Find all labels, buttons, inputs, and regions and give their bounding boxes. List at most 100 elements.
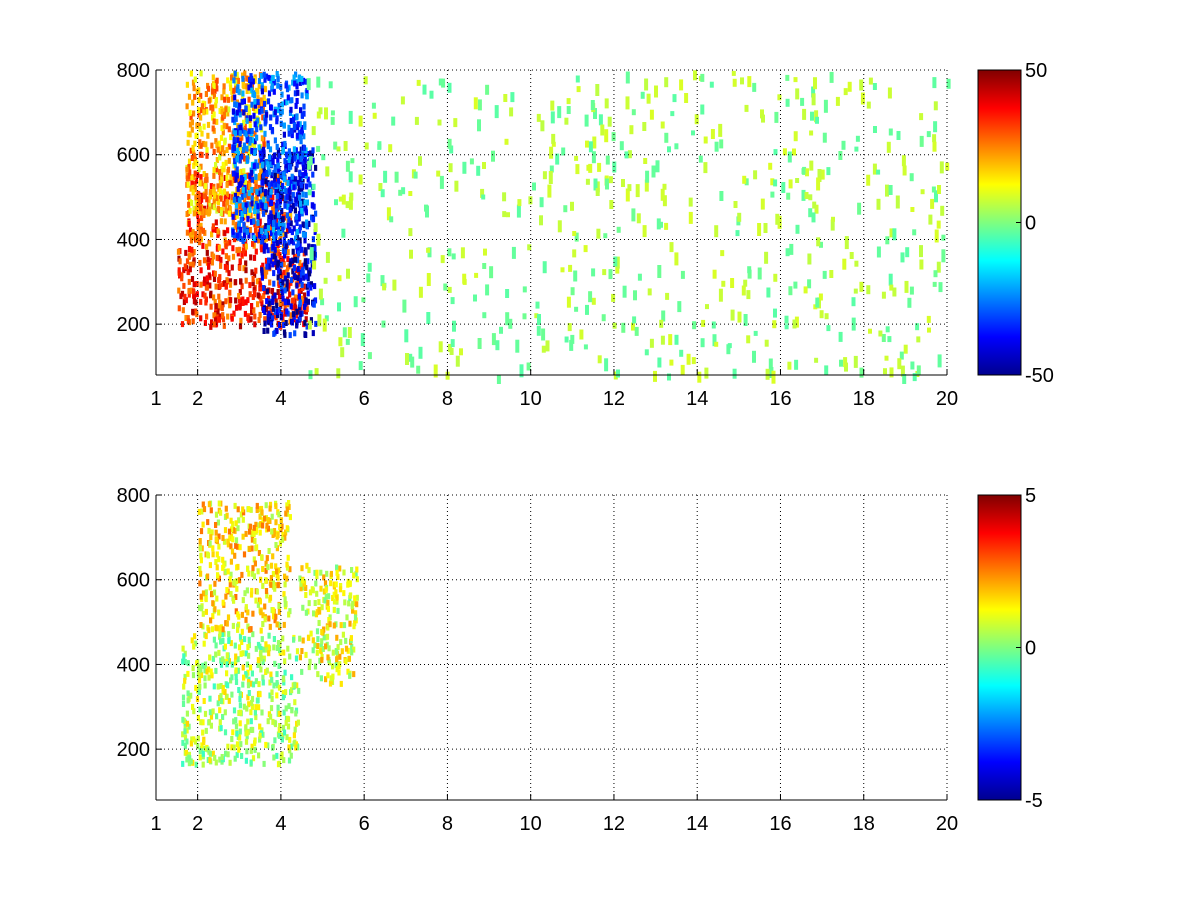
heatmap-cell [265,298,269,305]
heatmap-cell [271,583,276,590]
heatmap-cell [258,736,262,743]
heatmap-cell [255,507,259,513]
heatmap-cell [275,752,279,759]
heatmap-cell [247,232,251,239]
heatmap-cell [202,212,206,218]
heatmap-cell [252,530,256,537]
heatmap-cell [266,161,270,168]
heatmap-cell [322,634,326,641]
heatmap-cell [209,713,214,720]
heatmap-cell [203,667,207,674]
heatmap-cell [482,162,486,169]
heatmap-cell [919,135,924,147]
heatmap-cell [252,286,256,293]
heatmap-cell [787,151,792,163]
heatmap-cell [260,709,264,716]
heatmap-cell [284,167,289,174]
heatmap-cell [267,182,272,189]
heatmap-cell [542,171,547,180]
heatmap-cell [303,331,307,338]
heatmap-cell [938,282,943,293]
heatmap-cell [281,531,285,538]
heatmap-cell [286,222,290,229]
heatmap-cell [291,289,295,296]
heatmap-cell [555,153,560,165]
heatmap-cell [311,330,315,337]
heatmap-cell [321,646,325,652]
heatmap-cell [192,293,197,300]
heatmap-cell [298,79,302,86]
heatmap-cell [250,699,254,706]
heatmap-cell [272,613,276,620]
heatmap-cell [324,593,328,600]
heatmap-cell [206,757,210,763]
heatmap-cell [253,98,257,105]
heatmap-cell [234,723,239,730]
heatmap-cell [217,556,221,563]
heatmap-cell [283,596,287,603]
heatmap-cell [276,308,280,315]
heatmap-cell [294,213,299,220]
heatmap-cell [292,184,296,191]
heatmap-cell [191,184,195,191]
heatmap-cell [550,100,555,111]
heatmap-cell [186,318,190,325]
heatmap-cell [233,94,237,101]
heatmap-cell [255,126,259,133]
heatmap-cell [249,73,253,80]
heatmap-cell [230,180,234,187]
heatmap-cell [273,177,277,184]
heatmap-cell [910,207,915,212]
heatmap-cell [807,253,812,265]
heatmap-cell [857,202,862,215]
heatmap-cell [200,180,204,187]
heatmap-cell [605,178,609,190]
heatmap-cell [301,160,305,167]
heatmap-cell [218,154,222,161]
heatmap-cell [941,249,946,263]
heatmap-cell [255,588,259,595]
heatmap-cell [250,670,254,677]
heatmap-cell [306,151,310,157]
heatmap-cell [263,76,267,83]
heatmap-cell [298,121,302,128]
heatmap-cell [916,365,921,376]
heatmap-cell [238,734,242,741]
heatmap-cell [308,658,312,665]
heatmap-cell [242,247,246,254]
heatmap-cell [591,268,596,277]
heatmap-cell [228,80,232,87]
heatmap-cell [937,354,942,368]
heatmap-cell [186,660,190,667]
heatmap-cell [277,511,281,518]
heatmap-cell [213,580,217,587]
heatmap-cell [284,689,288,696]
heatmap-cell [227,210,231,217]
heatmap-cell [256,117,260,124]
heatmap-cell [899,351,904,360]
heatmap-cell [330,116,335,125]
heatmap-cell [792,319,797,329]
heatmap-cell [872,83,877,90]
heatmap-cell [217,140,221,147]
heatmap-cell [241,202,245,209]
heatmap-cell [205,259,210,266]
heatmap-cell [286,723,291,730]
heatmap-cell [253,102,258,109]
heatmap-cell [211,114,215,121]
heatmap-cell [190,126,194,133]
heatmap-cell [324,107,328,120]
heatmap-cell [229,134,233,141]
heatmap-cell [271,194,275,201]
heatmap-cell [824,313,829,320]
heatmap-cell [447,82,452,93]
heatmap-cell [228,576,232,583]
heatmap-cell [247,143,251,150]
heatmap-cell [211,125,215,132]
heatmap-cell [773,273,778,282]
heatmap-cell [335,569,339,576]
heatmap-cell [313,245,317,252]
heatmap-cell [291,304,295,311]
heatmap-cell [268,169,272,176]
heatmap-cell [230,691,234,698]
